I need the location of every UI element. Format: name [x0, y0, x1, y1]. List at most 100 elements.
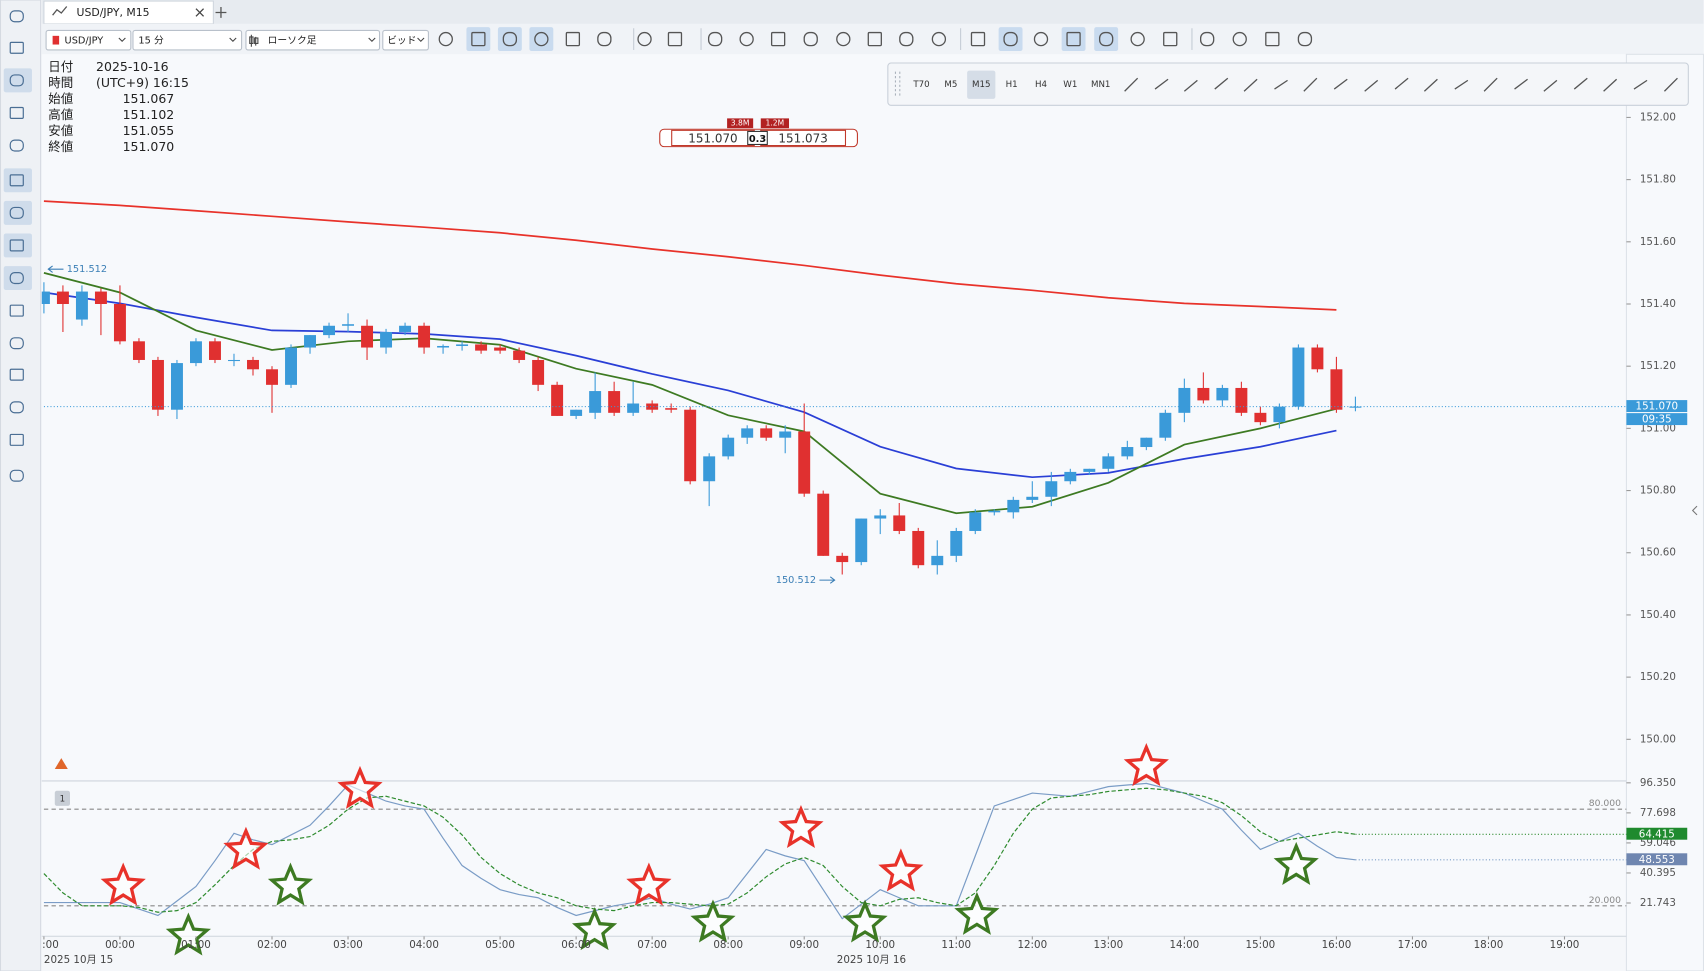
sidebar-icon[interactable]	[9, 433, 24, 446]
toolbar-button-active[interactable]	[1061, 27, 1086, 52]
timeframe-button[interactable]: M5	[944, 80, 957, 90]
drawing-tool-icon[interactable]	[1423, 78, 1438, 92]
timeframe-button[interactable]: M15	[972, 80, 991, 90]
drawing-tool-icon[interactable]	[1243, 78, 1258, 92]
tab-close[interactable]	[195, 8, 205, 17]
sidebar-icon[interactable]	[9, 174, 24, 187]
toolbar-icon[interactable]	[931, 31, 947, 47]
sidebar-icon[interactable]	[9, 239, 24, 252]
sidebar-icon[interactable]	[9, 106, 24, 119]
timeframe-button-active[interactable]	[967, 70, 996, 99]
toolbar-icon[interactable]	[1066, 31, 1081, 47]
toolbar-button-active[interactable]	[998, 27, 1023, 52]
dropdown-arrow	[118, 37, 126, 43]
drawing-tool-icon[interactable]	[1183, 79, 1198, 92]
sidebar-icon[interactable]	[9, 272, 24, 285]
sell-volume: 3.8M	[731, 119, 750, 128]
drawing-tool-icon[interactable]	[1454, 79, 1469, 90]
candle-body	[209, 341, 221, 360]
timeframe-button[interactable]: H4	[1035, 80, 1048, 90]
y-tick-label: 151.20	[1640, 360, 1676, 372]
sidebar-button-active[interactable]	[3, 68, 32, 93]
timeframe-select[interactable]	[132, 29, 243, 51]
toolbar-icon[interactable]	[899, 31, 914, 47]
toolbar-button-active[interactable]	[529, 27, 554, 52]
drawing-tool-icon[interactable]	[1154, 78, 1169, 90]
toolbar-button-active[interactable]	[1094, 27, 1119, 52]
drawing-tool-icon[interactable]	[1124, 77, 1139, 92]
sidebar-icon[interactable]	[9, 10, 24, 23]
sidebar-button-active[interactable]	[3, 233, 32, 258]
sidebar-icon[interactable]	[9, 41, 24, 54]
info-label: 時間	[48, 75, 73, 90]
left-sidebar	[0, 0, 42, 971]
drawing-tool-icon[interactable]	[1364, 79, 1379, 92]
sidebar-button-active[interactable]	[3, 168, 32, 193]
drawing-tool-icon[interactable]	[1543, 79, 1558, 92]
toolbar-icon[interactable]	[836, 31, 851, 47]
collapse-arrow[interactable]	[1691, 505, 1698, 516]
toolbar-icon[interactable]	[565, 31, 581, 47]
panel-label: 1	[60, 794, 66, 804]
timeframe-button[interactable]: T70	[912, 80, 929, 90]
sidebar-icon[interactable]	[9, 206, 24, 219]
drawing-tool-icon[interactable]	[1633, 79, 1648, 90]
symbol-text: USD/JPY	[65, 36, 104, 47]
symbol-select[interactable]	[45, 29, 132, 51]
toolbar-icon[interactable]	[970, 31, 986, 47]
drawing-tool-icon[interactable]	[1274, 79, 1288, 90]
x-tick-label: 16:00	[1322, 939, 1352, 951]
toolbar-icon[interactable]	[471, 31, 486, 47]
toolbar-icon[interactable]	[1265, 31, 1280, 47]
toolbar-icon[interactable]	[867, 31, 882, 47]
timeframe-button[interactable]: MN1	[1091, 80, 1111, 90]
sidebar-button-active[interactable]	[3, 200, 32, 225]
toolbar-icon[interactable]	[803, 31, 818, 47]
toolbar-button-active[interactable]	[466, 27, 491, 52]
drawing-tool-icon[interactable]	[1394, 77, 1409, 90]
toolbar-icon[interactable]	[770, 31, 786, 47]
sidebar-icon[interactable]	[9, 368, 24, 381]
toolbar-icon[interactable]	[1199, 31, 1215, 47]
timeframe-button[interactable]: H1	[1006, 80, 1018, 90]
countdown-tag	[1626, 413, 1688, 426]
drawing-tool-icon[interactable]	[1333, 78, 1348, 90]
price-side-select[interactable]	[382, 29, 429, 51]
toolbar-icon[interactable]	[597, 31, 612, 47]
new-tab[interactable]	[215, 7, 227, 18]
sidebar-button-active[interactable]	[3, 266, 32, 290]
sidebar-icon[interactable]	[9, 401, 24, 414]
toolbar-icon[interactable]	[1003, 31, 1018, 47]
toolbar-icon[interactable]	[1033, 31, 1049, 47]
drawing-tool-icon[interactable]	[1483, 77, 1498, 92]
toolbar-icon[interactable]	[438, 31, 453, 47]
sidebar-icon[interactable]	[9, 139, 24, 152]
sidebar-icon[interactable]	[9, 304, 24, 317]
moving-average-line	[43, 200, 1337, 311]
toolbar-icon[interactable]	[1297, 31, 1313, 47]
drawing-tool-icon[interactable]	[1514, 78, 1528, 90]
toolbar-icon[interactable]	[637, 31, 652, 47]
chart-area	[41, 54, 1627, 937]
toolbar-icon[interactable]	[1098, 31, 1114, 47]
toolbar-icon[interactable]	[707, 31, 723, 47]
sidebar-icon[interactable]	[9, 469, 24, 482]
toolbar-button-active[interactable]	[497, 27, 522, 52]
drawing-tool-icon[interactable]	[1663, 77, 1678, 92]
sidebar-icon[interactable]	[9, 74, 24, 87]
x-tick-label: 06:00	[561, 939, 591, 951]
toolbar-icon[interactable]	[1163, 31, 1178, 47]
timeframe-button[interactable]: W1	[1063, 80, 1077, 90]
drawing-tool-icon[interactable]	[1214, 77, 1229, 90]
chart-type-select[interactable]	[245, 29, 381, 51]
drawing-tool-icon[interactable]	[1303, 77, 1318, 92]
toolbar-icon[interactable]	[739, 31, 754, 47]
toolbar-icon[interactable]	[667, 31, 683, 47]
sidebar-icon[interactable]	[9, 337, 24, 350]
toolbar-icon[interactable]	[502, 31, 518, 47]
toolbar-icon[interactable]	[1232, 31, 1247, 47]
toolbar-icon[interactable]	[534, 31, 549, 47]
drawing-tool-icon[interactable]	[1603, 78, 1618, 92]
toolbar-icon[interactable]	[1130, 31, 1145, 47]
drawing-tool-icon[interactable]	[1573, 77, 1588, 90]
